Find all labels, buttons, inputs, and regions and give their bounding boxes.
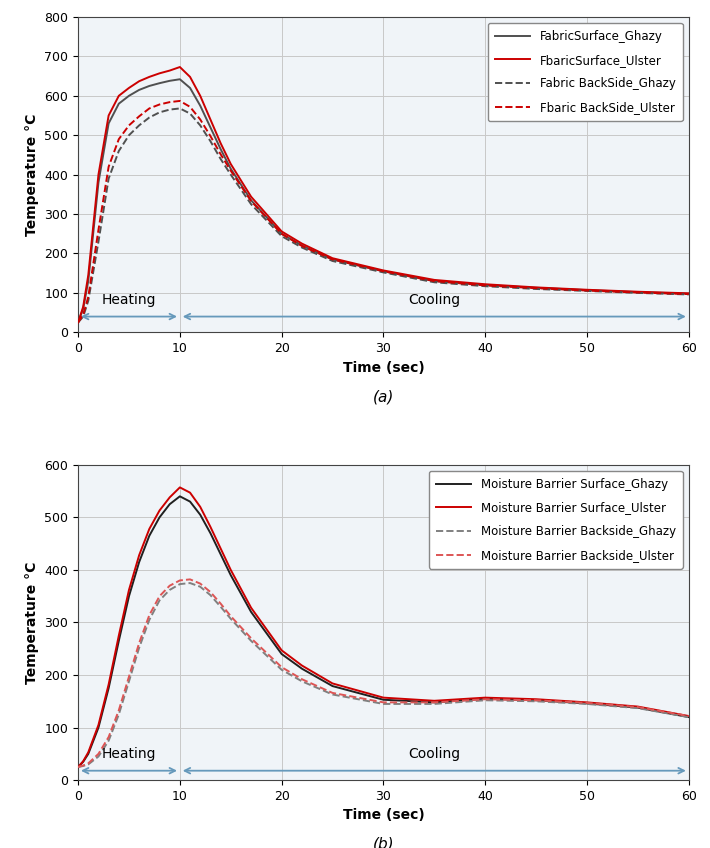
Y-axis label: Temperature °C: Temperature °C [25, 114, 39, 236]
Legend: Moisture Barrier Surface_Ghazy, Moisture Barrier Surface_Ulster, Moisture Barrie: Moisture Barrier Surface_Ghazy, Moisture… [429, 471, 683, 569]
Text: (a): (a) [373, 389, 394, 404]
Text: Heating: Heating [102, 747, 156, 762]
Text: Cooling: Cooling [408, 293, 460, 307]
Text: Cooling: Cooling [408, 747, 460, 762]
X-axis label: Time (sec): Time (sec) [342, 808, 425, 823]
Y-axis label: Temperature °C: Temperature °C [25, 561, 39, 683]
X-axis label: Time (sec): Time (sec) [342, 360, 425, 375]
Text: Heating: Heating [102, 293, 156, 307]
Legend: FabricSurface_Ghazy, FbaricSurface_Ulster, Fabric BackSide_Ghazy, Fbaric BackSid: FabricSurface_Ghazy, FbaricSurface_Ulste… [488, 23, 683, 121]
Text: (b): (b) [373, 837, 394, 848]
